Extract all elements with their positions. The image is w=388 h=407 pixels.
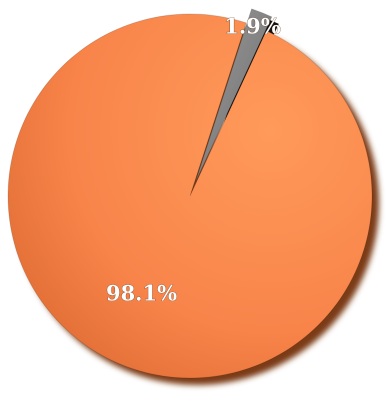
pie-slice-1 <box>7 13 373 379</box>
pie-data-label-1: 98.1% <box>106 281 177 306</box>
pie-labels: 98.1% 1.9% <box>106 13 281 306</box>
pie-slices <box>7 8 373 379</box>
pie-slice-2 <box>195 8 273 183</box>
pie-data-label-2: 1.9% <box>224 14 281 39</box>
